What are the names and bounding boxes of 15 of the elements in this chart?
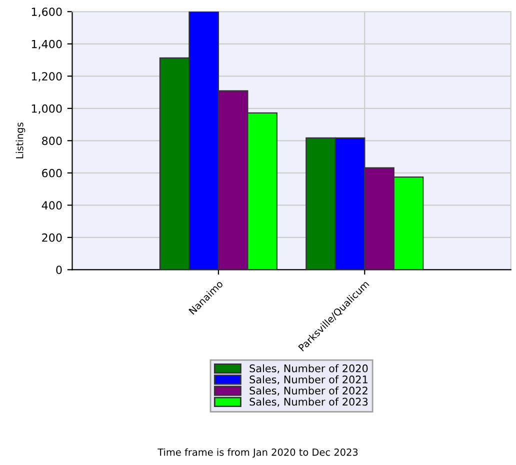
legend-label: Sales, Number of 2023 [250, 398, 368, 407]
y-tick-label: 200 [42, 233, 62, 242]
legend-label: Sales, Number of 2021 [250, 375, 368, 384]
y-tick-label: 1,400 [32, 40, 62, 50]
y-tick-label: 800 [42, 136, 62, 146]
y-tick-label: 1,200 [32, 72, 62, 82]
y-tick-label: 0 [56, 266, 62, 274]
text: Time frame is from Jan 2020 to Dec 2023 [158, 448, 358, 458]
legend-label: Sales, Number of 2022 [250, 386, 368, 396]
y-tick-label: 1,600 [32, 8, 62, 18]
y-axis-title: Listings [16, 122, 26, 158]
y-tick-label: 1,000 [32, 104, 62, 114]
y-tick-label: 600 [42, 168, 62, 178]
y-tick-label: 400 [42, 201, 62, 210]
legend-label: Sales, Number of 2020 [250, 364, 368, 374]
